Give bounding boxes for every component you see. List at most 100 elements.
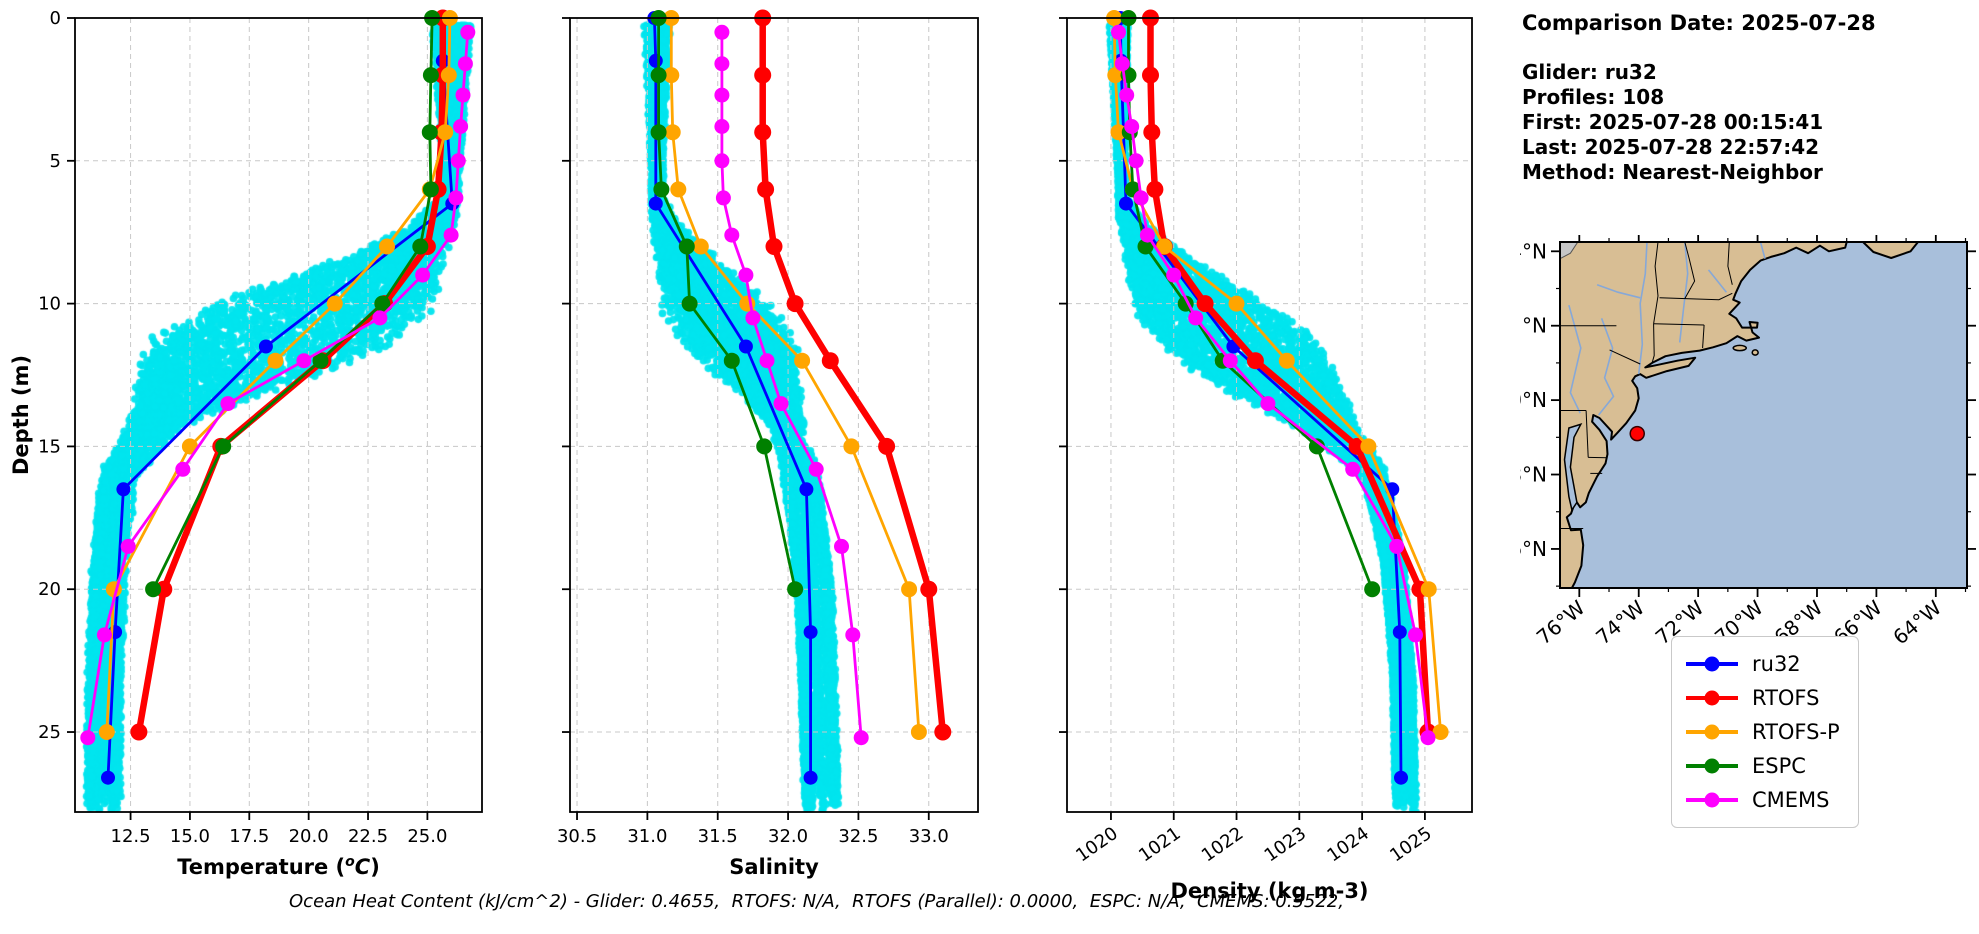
info-line: Method: Nearest-Neighbor [1522, 160, 1823, 184]
info-spacer [1522, 36, 1876, 60]
density-series-cmems [1111, 24, 1436, 746]
temperature-series-espc [145, 10, 441, 598]
island [1751, 349, 1759, 356]
svg-text:1020: 1020 [1072, 823, 1122, 866]
legend-line-marker-icon [1686, 656, 1738, 672]
legend-label: CMEMS [1752, 788, 1830, 812]
location-map: 44°N42°N40°N38°N36°N76°W74°W72°W70°W68°W… [1520, 235, 1976, 649]
state-border-line [1653, 323, 1705, 326]
map-lat-tick-label: 40°N [1520, 388, 1547, 412]
legend-entry-rtofs-p: RTOFS-P [1684, 715, 1840, 749]
info-line: Last: 2025-07-28 22:57:42 [1522, 135, 1820, 159]
svg-text:15: 15 [38, 436, 61, 457]
map-lat-tick-label: 36°N [1520, 537, 1547, 561]
svg-text:1021: 1021 [1135, 823, 1185, 866]
legend-label: RTOFS-P [1752, 720, 1840, 744]
temperature-panel: 12.5 15.0 17.5 20.0 22.5 25.0 0 5 10 15 20 25 Temper… [38, 8, 483, 879]
svg-text:5: 5 [50, 151, 61, 172]
svg-text:1025: 1025 [1386, 823, 1436, 866]
state-border-line [1609, 349, 1641, 365]
density-series-rtofs [1142, 9, 1437, 741]
state-border-line [1659, 292, 1733, 301]
river-line [1597, 318, 1615, 416]
state-border-line [1585, 410, 1589, 458]
svg-text:0: 0 [50, 8, 61, 29]
legend-entry-ru32: ru32 [1684, 647, 1840, 681]
svg-text:22.5: 22.5 [348, 826, 388, 847]
map-lon-tick-label: 76°W [1532, 595, 1590, 649]
svg-text:31.0: 31.0 [627, 826, 667, 847]
ocean-heat-content-note: Ocean Heat Content (kJ/cm^2) - Glider: 0… [289, 891, 1344, 912]
map-lat-tick-label: 38°N [1520, 463, 1547, 487]
island [1732, 344, 1748, 352]
river-line [1707, 269, 1728, 293]
map-lon-tick-label: 64°W [1888, 595, 1946, 649]
svg-text:20: 20 [38, 579, 61, 600]
svg-text:31.5: 31.5 [698, 826, 738, 847]
river-line [1759, 242, 1766, 259]
legend-label: ESPC [1752, 754, 1806, 778]
svg-text:1024: 1024 [1323, 823, 1373, 866]
depth-axis-label: Depth (m) [9, 355, 33, 475]
density-axis-label: Density (kg m-3) [1170, 879, 1368, 903]
map-lat-tick-label: 44°N [1520, 239, 1547, 263]
svg-text:15.0: 15.0 [170, 826, 210, 847]
legend-entry-espc: ESPC [1684, 749, 1840, 783]
river-line [1596, 284, 1641, 299]
svg-text:33.0: 33.0 [909, 826, 949, 847]
svg-text:12.5: 12.5 [111, 826, 151, 847]
legend-line-marker-icon [1686, 690, 1738, 706]
land-polygon [1560, 242, 1848, 588]
svg-text:25: 25 [38, 722, 61, 743]
legend-label: ru32 [1752, 652, 1801, 676]
svg-text:1022: 1022 [1198, 823, 1248, 866]
info-line: First: 2025-07-28 00:15:41 [1522, 110, 1824, 134]
temperature-series-cmems [80, 24, 476, 746]
river-line [1568, 304, 1582, 414]
salinity-series-espc [650, 10, 804, 598]
map-lon-tick-label: 74°W [1591, 595, 1649, 649]
bay-polygon [1563, 423, 1583, 512]
temperature-series-rtofs [130, 9, 452, 741]
legend-entry-rtofs: RTOFS [1684, 681, 1840, 715]
comparison-date: Comparison Date: 2025-07-28 [1522, 11, 1876, 35]
legend-line-marker-icon [1686, 724, 1738, 740]
svg-text:30.5: 30.5 [557, 826, 597, 847]
salinity-series-rtofs [754, 9, 952, 741]
salinity-axis-label: Salinity [729, 855, 819, 879]
salinity-series-rtofs-p [663, 10, 927, 740]
map-lat-tick-label: 42°N [1520, 314, 1547, 338]
svg-text:32.0: 32.0 [768, 826, 808, 847]
svg-text:32.5: 32.5 [838, 826, 878, 847]
legend-label: RTOFS [1752, 686, 1820, 710]
info-line: Glider: ru32 [1522, 60, 1657, 84]
legend-line-marker-icon [1686, 758, 1738, 774]
comparison-info: Comparison Date: 2025-07-28 Glider: ru32… [1522, 10, 1876, 185]
svg-text:1023: 1023 [1261, 823, 1311, 866]
legend-entry-cmems: CMEMS [1684, 783, 1840, 817]
salinity-panel: 30.5 31.0 31.5 32.0 32.5 33.0 Salinity [557, 9, 979, 879]
legend: ru32 RTOFS RTOFS-P ESPC CMEMS [1671, 636, 1859, 828]
river-line [1637, 242, 1648, 375]
river-line [1678, 242, 1689, 343]
svg-text:20.0: 20.0 [289, 826, 329, 847]
coastline-map: 44°N42°N40°N38°N36°N76°W74°W72°W70°W68°W… [1520, 235, 1976, 649]
legend-line-marker-icon [1686, 792, 1738, 808]
land-polygon [1862, 242, 1919, 259]
state-border-line [1653, 242, 1659, 324]
state-border-line [1702, 324, 1705, 349]
glider-metadata: Glider: ru32 Profiles: 108 First: 2025-07-… [1522, 60, 1876, 185]
salinity-series-cmems [714, 24, 869, 746]
svg-text:25.0: 25.0 [407, 826, 447, 847]
temperature-axis-label: Temperature (oC) [177, 854, 380, 879]
info-line: Profiles: 108 [1522, 85, 1665, 109]
state-border-line [1727, 242, 1733, 285]
svg-text:10: 10 [38, 294, 61, 315]
density-panel: 1020 1021 1022 1023 1024 1025 Density (kg m-3) [1059, 9, 1473, 903]
glider-position-marker [1629, 425, 1645, 442]
state-border-line [1684, 242, 1696, 299]
svg-text:17.5: 17.5 [229, 826, 269, 847]
state-border-line [1651, 323, 1655, 364]
